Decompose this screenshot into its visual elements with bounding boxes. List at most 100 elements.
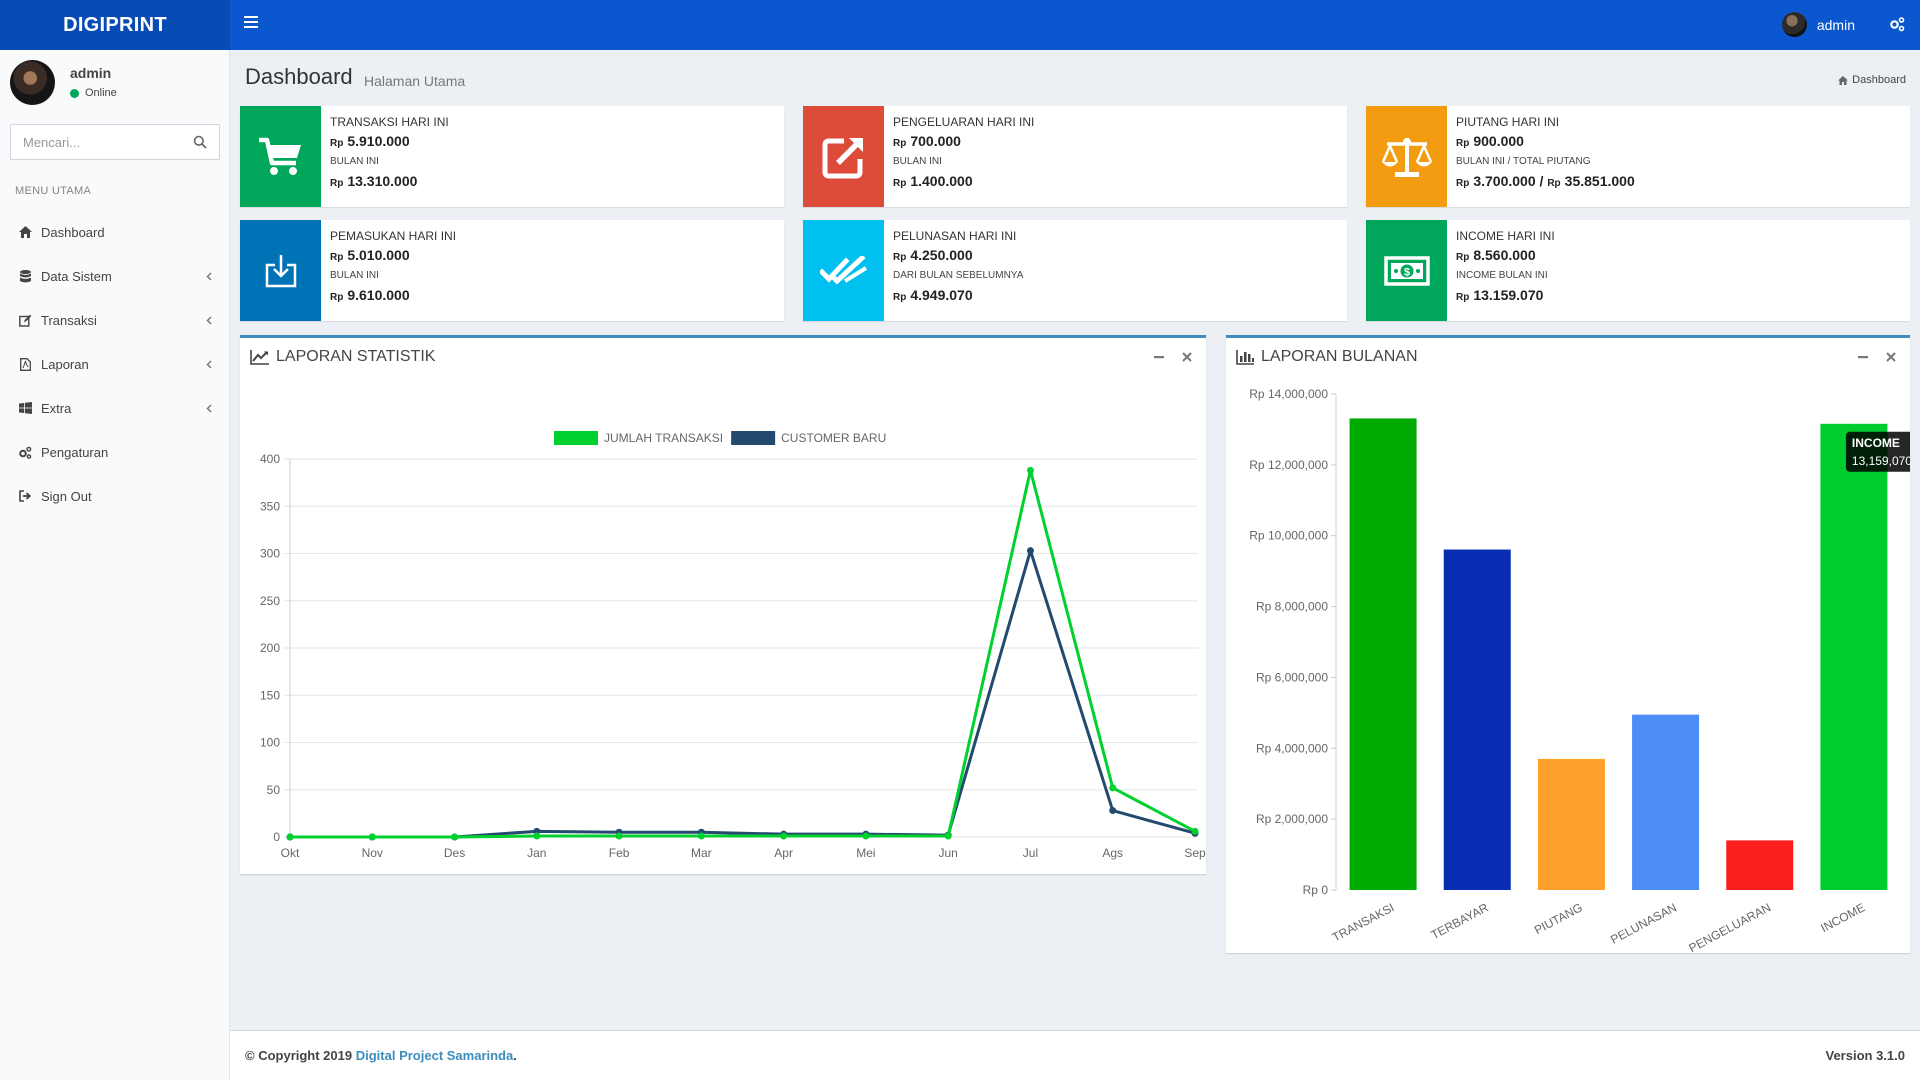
data-point (1191, 827, 1199, 835)
series-line (290, 468, 1196, 839)
info-value-month: Rp 13.159.070 (1456, 287, 1544, 303)
close-icon (1182, 352, 1192, 362)
info-sub-label: DARI BULAN SEBELUMNYA (893, 270, 1024, 281)
x-tick-label: Des (444, 846, 465, 860)
remove-button[interactable] (1180, 350, 1194, 364)
chevron-left-icon (206, 401, 212, 416)
database-icon (17, 268, 33, 284)
sidebar-item-label: Dashboard (41, 224, 105, 240)
y-tick-label: 100 (260, 736, 280, 750)
series-line (290, 549, 1196, 839)
info-value: Rp 4.250.000 (893, 247, 973, 263)
tooltip-value: 13,159,070.00 (1852, 454, 1910, 468)
search-icon[interactable] (193, 135, 207, 154)
top-user-name: admin (1816, 16, 1855, 33)
sidebar-item-label: Extra (41, 400, 72, 416)
info-box-pelunasan: PELUNASAN HARI INI Rp 4.250.000 DARI BULA… (803, 220, 1347, 321)
sidebar-item-label: Laporan (41, 356, 89, 372)
info-value: Rp 900.000 (1456, 133, 1524, 149)
copyright: © Copyright 2019 Digital Project Samarin… (245, 1048, 517, 1063)
sidebar-item-laporan[interactable]: Laporan (0, 342, 230, 386)
menu-header: MENU UTAMA (15, 185, 92, 197)
avatar (1781, 12, 1807, 37)
data-point (944, 832, 952, 840)
download-icon (240, 220, 321, 321)
sidebar-item-extra[interactable]: Extra (0, 386, 230, 430)
breadcrumb-item[interactable]: Dashboard (1852, 74, 1906, 86)
sidebar-item-transaksi[interactable]: Transaksi (0, 298, 230, 342)
info-sub-label: BULAN INI / TOTAL PIUTANG (1456, 156, 1591, 167)
info-box-piutang: PIUTANG HARI INI Rp 900.000 BULAN INI / T… (1366, 106, 1910, 207)
sidebar-item-label: Pengaturan (41, 444, 109, 460)
home-icon (1838, 75, 1849, 85)
company-link[interactable]: Digital Project Samarinda (355, 1048, 514, 1063)
info-value: Rp 5.910.000 (330, 133, 410, 149)
info-label: PENGELUARAN HARI INI (893, 115, 1035, 129)
data-point (697, 832, 705, 840)
legend-label: CUSTOMER BARU (781, 431, 886, 445)
info-box-transaksi: TRANSAKSI HARI INI Rp 5.910.000 BULAN INI… (240, 106, 784, 207)
data-point (286, 833, 294, 841)
collapse-button[interactable] (1152, 350, 1166, 364)
data-point (533, 832, 541, 840)
sidebar-item-label: Transaksi (41, 312, 97, 328)
data-point (451, 833, 459, 841)
sidebar-toggle-icon[interactable] (244, 16, 258, 34)
windows-icon (17, 400, 33, 416)
x-tick-label: Nov (362, 846, 383, 860)
sidebar-item-dashboard[interactable]: Dashboard (0, 210, 230, 254)
user-menu[interactable]: admin (1781, 12, 1855, 37)
y-tick-label: Rp 4,000,000 (1256, 741, 1328, 755)
sidebar-item-pengaturan[interactable]: Pengaturan (0, 430, 230, 474)
data-point (368, 833, 376, 841)
sidebar-item-sign-out[interactable]: Sign Out (0, 474, 230, 518)
y-tick-label: Rp 12,000,000 (1249, 458, 1328, 472)
bar (1820, 423, 1888, 890)
remove-button[interactable] (1884, 350, 1898, 364)
info-value: Rp 5.010.000 (330, 247, 410, 263)
data-point (780, 832, 788, 840)
y-tick-label: Rp 2,000,000 (1256, 812, 1328, 826)
legend-swatch (554, 431, 598, 445)
double-check-icon (803, 220, 884, 321)
cart-icon (240, 106, 321, 207)
sidebar-user-name: admin (70, 65, 112, 81)
x-tick-label: Jan (527, 846, 546, 860)
breadcrumb[interactable]: Dashboard (1838, 74, 1906, 86)
bar (1443, 549, 1511, 890)
dashboard-icon (17, 224, 33, 240)
data-point (1026, 466, 1034, 474)
line-chart-icon (250, 350, 269, 365)
sidebar: admin Online MENU UTAMA Dashboard Data S… (0, 50, 230, 1080)
footer: © Copyright 2019 Digital Project Samarin… (230, 1030, 1920, 1080)
brand-logo[interactable]: DIGIPRINT (0, 0, 230, 50)
svg-text:$: $ (1403, 266, 1409, 278)
bulanan-box-title: LAPORAN BULANAN (1236, 348, 1418, 366)
y-tick-label: 250 (260, 594, 280, 608)
avatar (10, 60, 55, 105)
data-point (862, 832, 870, 840)
tooltip-box (1845, 431, 1910, 472)
x-tick-label: PELUNASAN (1608, 900, 1679, 946)
x-tick-label: Jun (939, 846, 958, 860)
search-input[interactable] (11, 125, 181, 159)
y-tick-label: Rp 14,000,000 (1249, 387, 1328, 401)
online-dot-icon (70, 88, 79, 98)
bar (1726, 840, 1794, 890)
info-box-pemasukan: PEMASUKAN HARI INI Rp 5.010.000 BULAN INI… (240, 220, 784, 321)
bar-chart: Rp 0 Rp 2,000,000 Rp 4,000,000 Rp 6,000,000… (1249, 387, 1910, 954)
x-tick-label: PIUTANG (1532, 900, 1585, 937)
page-title: Dashboard (245, 64, 353, 89)
chevron-left-icon (206, 313, 212, 328)
sidebar-item-label: Data Sistem (41, 268, 112, 284)
info-value: Rp 8.560.000 (1456, 247, 1536, 263)
info-label: PIUTANG HARI INI (1456, 115, 1560, 129)
settings-gear-icon[interactable] (1888, 15, 1906, 38)
collapse-button[interactable] (1856, 350, 1870, 364)
sidebar-item-data-sistem[interactable]: Data Sistem (0, 254, 230, 298)
info-sub-label: INCOME BULAN INI (1456, 270, 1548, 281)
y-tick-label: Rp 6,000,000 (1256, 670, 1328, 684)
info-sub-label: BULAN INI (330, 156, 379, 167)
info-value: Rp 700.000 (893, 133, 961, 149)
minus-icon (1154, 356, 1164, 359)
